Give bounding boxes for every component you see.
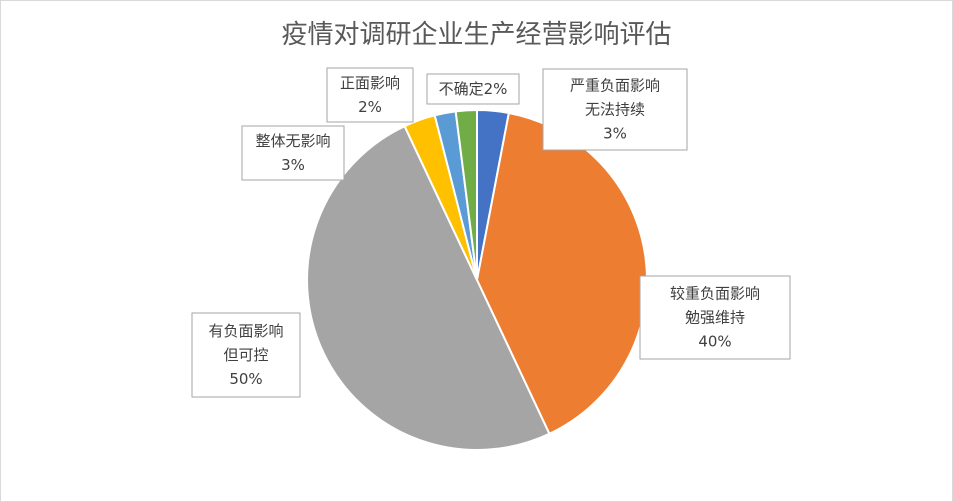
data-label-text: 3% [281,156,305,174]
data-label-text: 2% [358,98,382,116]
data-label-text: 50% [229,370,262,388]
data-label-text: 勉强维持 [685,309,745,327]
data-label-box [542,68,688,151]
data-label-text: 3% [603,125,627,143]
data-label-text: 正面影响 [340,74,400,92]
data-label: 正面影响 2% [326,67,414,123]
data-label-text: 整体无影响 [255,132,330,150]
data-label-text: 不确定2% [439,80,508,98]
data-label: 整体无影响 3% [241,125,345,181]
pie-slice [306,124,551,451]
chart-title: 疫情对调研企业生产经营影响评估 [281,20,672,50]
data-label-text: 无法持续 [585,101,645,119]
data-label-box [191,312,301,398]
data-label-box [326,67,414,123]
data-label-box [241,125,345,181]
data-label-text: 严重负面影响 [570,77,660,95]
data-label-text: 40% [698,333,731,351]
data-label-text: 较重负面影响 [670,285,760,303]
data-label: 不确定2% [426,73,520,105]
pie-slice [454,108,478,281]
data-label-box [426,73,520,105]
data-label-box [639,275,791,360]
data-label-text: 但可控 [223,346,268,364]
pie-slices [306,108,649,451]
data-label-text: 有负面影响 [208,322,283,340]
